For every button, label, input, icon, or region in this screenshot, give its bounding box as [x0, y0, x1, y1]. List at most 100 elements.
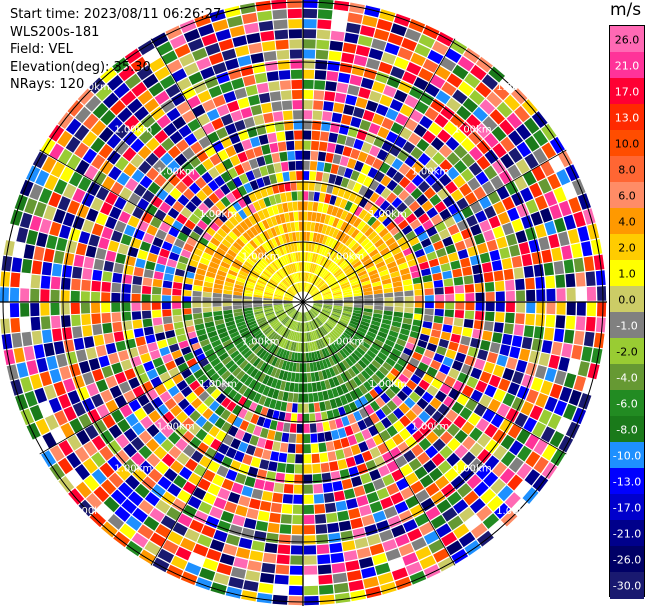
range-gate — [389, 209, 400, 220]
range-gate — [175, 438, 188, 451]
range-gate — [290, 331, 295, 341]
range-gate — [393, 420, 405, 433]
range-gate — [26, 229, 38, 245]
range-gate — [207, 483, 221, 496]
range-gate — [311, 320, 317, 329]
colorbar-segment — [610, 260, 644, 287]
range-gate — [220, 335, 231, 343]
range-gate — [242, 75, 256, 87]
range-gate — [362, 212, 373, 223]
range-gate — [382, 314, 393, 321]
range-gate — [281, 281, 289, 289]
range-gate — [285, 265, 291, 275]
range-gate — [306, 283, 311, 293]
range-gate — [311, 289, 319, 296]
range-gate — [304, 585, 319, 596]
range-gate — [160, 515, 177, 530]
range-gate — [270, 378, 278, 388]
range-gate — [71, 278, 81, 291]
range-gate — [202, 558, 219, 572]
range-gate — [326, 346, 333, 356]
range-gate — [358, 251, 368, 260]
range-gate — [465, 302, 475, 311]
range-gate — [415, 546, 432, 560]
range-gate — [114, 140, 129, 155]
range-gate — [88, 234, 100, 247]
range-gate — [271, 356, 279, 367]
range-gate — [232, 404, 242, 416]
range-gate — [515, 278, 525, 290]
range-gate — [361, 141, 373, 154]
range-gate — [420, 268, 431, 277]
range-gate — [344, 425, 354, 436]
range-gate — [205, 209, 217, 221]
range-gate — [411, 325, 422, 333]
range-gate — [266, 217, 274, 228]
range-gate — [298, 283, 301, 292]
range-gate — [360, 223, 370, 234]
range-gate — [183, 188, 195, 200]
range-gate — [152, 310, 162, 318]
range-gate — [252, 357, 261, 367]
range-gate — [146, 453, 161, 468]
range-gate — [266, 532, 279, 544]
colorbar-tick-label: 13.0 — [614, 111, 640, 125]
range-gate — [531, 111, 548, 128]
range-gate — [156, 404, 169, 417]
range-gate — [177, 489, 192, 504]
range-gate — [314, 181, 322, 192]
range-gate — [220, 184, 231, 195]
range-gate — [163, 273, 174, 282]
range-gate — [141, 211, 153, 224]
range-gate — [479, 252, 491, 264]
range-gate — [217, 487, 231, 500]
range-gate — [318, 327, 325, 337]
range-gate — [267, 316, 277, 322]
range-gate — [583, 208, 596, 225]
range-gate — [225, 374, 235, 385]
range-gate — [476, 465, 491, 480]
range-gate — [445, 48, 462, 63]
range-gate — [127, 246, 139, 258]
range-gate — [254, 264, 264, 272]
range-gate — [263, 340, 271, 349]
range-gate — [155, 461, 169, 475]
range-gate — [300, 282, 302, 292]
range-gate — [255, 0, 272, 12]
range-gate — [130, 154, 144, 168]
range-gate — [435, 302, 445, 309]
range-gate — [294, 321, 298, 331]
range-gate — [278, 348, 285, 358]
range-gate — [371, 38, 387, 51]
range-gate — [347, 84, 360, 96]
range-gate — [390, 446, 402, 459]
range-gate — [234, 119, 246, 132]
range-gate — [276, 288, 285, 294]
range-gate — [401, 323, 412, 331]
range-gate — [294, 140, 303, 150]
range-gate — [378, 61, 393, 75]
range-gate — [285, 306, 294, 311]
range-gate — [92, 324, 103, 336]
range-gate — [293, 242, 298, 252]
range-gate — [429, 74, 446, 89]
range-gate — [424, 288, 434, 296]
range-gate — [287, 308, 295, 315]
range-gate — [110, 100, 126, 116]
range-gate — [456, 219, 469, 232]
range-gate — [395, 455, 408, 468]
range-gate — [212, 452, 225, 464]
range-gate — [205, 271, 216, 279]
range-gate — [414, 307, 424, 315]
range-gate — [447, 491, 462, 506]
range-gate — [167, 531, 184, 546]
range-gate — [414, 248, 425, 258]
range-gate — [249, 325, 259, 332]
range-gate — [10, 379, 23, 396]
range-gate — [172, 295, 181, 302]
range-gate — [189, 380, 201, 391]
range-gate — [201, 525, 216, 538]
range-gate — [409, 504, 425, 518]
range-gate — [419, 333, 430, 342]
range-gate — [258, 20, 274, 32]
